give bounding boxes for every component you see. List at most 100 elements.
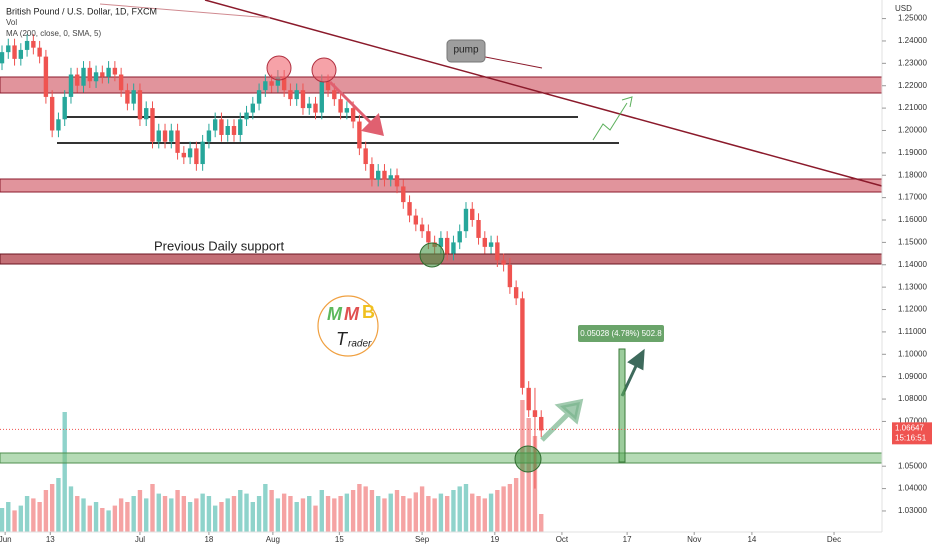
candle-body — [482, 237, 487, 247]
candle-body — [520, 298, 525, 388]
candle-body — [93, 72, 99, 82]
y-tick-label: 1.23000 — [898, 58, 927, 67]
currency-bg — [883, 0, 932, 15]
y-tick-label: 1.13000 — [898, 282, 927, 291]
volume-bar — [369, 490, 375, 532]
candles — [0, 34, 544, 489]
volume-bar — [263, 484, 268, 532]
down-arrow — [328, 80, 384, 136]
candle-body — [394, 175, 400, 187]
candle-body — [6, 45, 11, 53]
logo-m: M — [327, 304, 343, 324]
y-tick-label: 1.20000 — [898, 126, 927, 135]
y-tick-label: 1.03000 — [898, 506, 927, 515]
volume-bar — [419, 486, 425, 532]
volume-bar — [332, 498, 337, 532]
y-tick-label: 1.12000 — [898, 305, 927, 314]
candle-body — [75, 74, 80, 86]
volume-bar — [307, 496, 312, 532]
logo-t: T — [336, 329, 349, 349]
x-tick-label: Jun — [0, 535, 12, 544]
candle-body — [81, 67, 86, 86]
volume-bar — [319, 490, 324, 532]
y-tick-label: 1.18000 — [898, 170, 927, 179]
volume-bar — [150, 484, 155, 532]
volume-bar — [470, 493, 475, 532]
volume-bar — [444, 496, 450, 532]
volume-bar — [457, 486, 462, 532]
y-tick-label: 1.16000 — [898, 215, 927, 224]
candle-body — [382, 170, 387, 180]
candle-body — [125, 90, 130, 104]
x-tick-label: Nov — [687, 535, 701, 544]
volume-bar — [12, 510, 17, 532]
candle-body — [444, 237, 450, 254]
volume-bar — [18, 505, 24, 532]
volume-bar — [219, 502, 224, 532]
volume-bar — [275, 498, 281, 532]
volume-bar — [187, 502, 193, 532]
y-tick-label: 1.05000 — [898, 461, 927, 470]
candle-body — [294, 90, 299, 100]
y-tick-label: 1.10000 — [898, 349, 927, 358]
candle-body — [181, 152, 187, 158]
volume-bar — [43, 490, 49, 532]
x-tick-label: Aug — [266, 535, 280, 544]
candle-body — [463, 208, 469, 232]
volume-bar — [238, 490, 243, 532]
volume-bar — [313, 505, 318, 532]
annotation: Previous Daily support — [154, 238, 284, 253]
candle-body — [388, 175, 393, 180]
indicator: MA (200, close, 0, SMA, 5) — [6, 29, 101, 38]
marker-circle — [311, 57, 337, 83]
last-price-box — [892, 422, 932, 445]
measure-label: 0.05028 (4.78%) 502.8 — [580, 329, 662, 338]
volume-bar — [175, 490, 180, 532]
callout-text: pump — [453, 45, 478, 56]
volume-bar — [62, 412, 67, 532]
candle-body — [407, 202, 412, 216]
marker-circle — [266, 55, 292, 81]
candle-body — [539, 416, 544, 431]
candle-body — [219, 119, 224, 135]
candle-body — [37, 47, 42, 57]
y-tick-label: 1.09000 — [898, 372, 927, 381]
trend-line — [204, 0, 883, 187]
volume-bar — [294, 502, 299, 532]
candle-body — [225, 126, 230, 135]
volume-bar — [526, 418, 531, 532]
candle-body — [200, 141, 205, 165]
trend-line — [99, 3, 271, 19]
candle-body — [12, 45, 17, 59]
candle-body — [332, 90, 337, 100]
candle-body — [68, 74, 74, 97]
volume-bar — [0, 508, 5, 532]
candle-body — [501, 260, 506, 265]
volume-bar — [200, 493, 205, 532]
candle-body — [426, 231, 431, 243]
volume-bar — [407, 498, 412, 532]
indicator: Vol — [6, 18, 17, 27]
candle-body — [344, 108, 350, 113]
candle-body — [175, 130, 180, 153]
volume-bar — [363, 486, 368, 532]
candle-body — [357, 121, 362, 149]
last-price: 1.06647 — [895, 423, 924, 432]
measure-label-box — [578, 325, 664, 342]
volume-bar — [231, 496, 237, 532]
volume-bar — [338, 496, 343, 532]
candle-body — [451, 242, 456, 254]
candle-body — [350, 108, 356, 122]
candle-body — [112, 67, 118, 75]
volume-bar — [344, 493, 350, 532]
symbol-title: British Pound / U.S. Dollar, 1D, FXCM — [6, 6, 157, 16]
volume-bar — [49, 484, 55, 532]
y-tick-label: 1.25000 — [898, 14, 927, 23]
candle-body — [118, 74, 124, 91]
volume-bar — [438, 493, 444, 532]
candle-body — [43, 56, 49, 97]
projection-arrow — [592, 96, 633, 141]
volume-bar — [250, 502, 256, 532]
volume-bar — [256, 496, 262, 532]
volume-bar — [401, 496, 406, 532]
